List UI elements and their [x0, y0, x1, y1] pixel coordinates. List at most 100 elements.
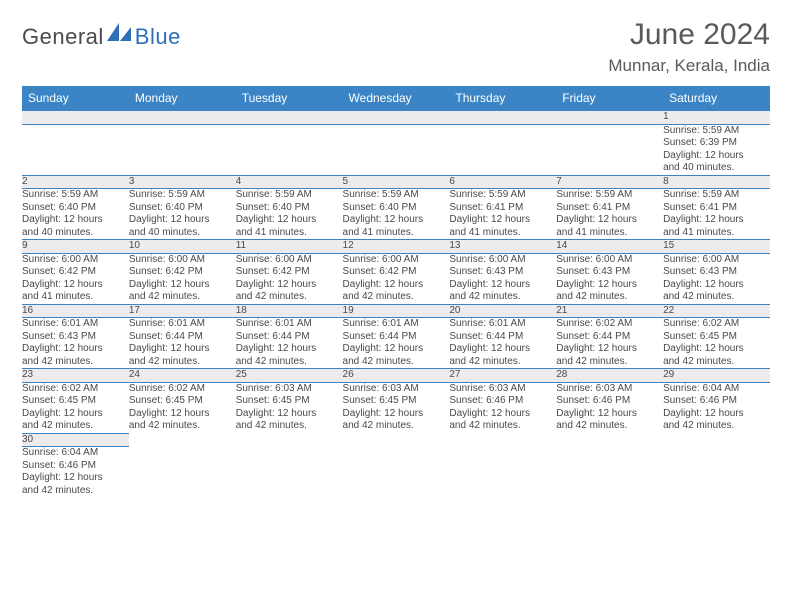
day-ss: Sunset: 6:44 PM — [449, 331, 556, 344]
day-dl2: and 42 minutes. — [663, 291, 770, 304]
day-dl1: Daylight: 12 hours — [236, 408, 343, 421]
day-number-cell: 10 — [129, 240, 236, 254]
day-dl2: and 40 minutes. — [663, 162, 770, 175]
day-number-row: 1 — [22, 111, 770, 125]
day-ss: Sunset: 6:39 PM — [663, 137, 770, 150]
day-details-cell — [449, 447, 556, 498]
sail-icon — [107, 21, 133, 41]
day-number-cell: 19 — [343, 304, 450, 318]
day-sr: Sunrise: 5:59 AM — [22, 189, 129, 202]
day-ss: Sunset: 6:40 PM — [22, 202, 129, 215]
day-number-cell: 9 — [22, 240, 129, 254]
day-sr: Sunrise: 5:59 AM — [236, 189, 343, 202]
day-number-cell: 14 — [556, 240, 663, 254]
day-number-cell: 24 — [129, 369, 236, 383]
day-dl1: Daylight: 12 hours — [343, 214, 450, 227]
day-details-cell: Sunrise: 6:03 AMSunset: 6:46 PMDaylight:… — [556, 382, 663, 433]
day-sr: Sunrise: 6:03 AM — [236, 383, 343, 396]
day-ss: Sunset: 6:44 PM — [556, 331, 663, 344]
day-dl2: and 41 minutes. — [449, 227, 556, 240]
day-details-cell — [129, 447, 236, 498]
day-sr: Sunrise: 6:03 AM — [449, 383, 556, 396]
day-dl1: Daylight: 12 hours — [556, 343, 663, 356]
day-sr: Sunrise: 5:59 AM — [343, 189, 450, 202]
day-details-cell: Sunrise: 6:00 AMSunset: 6:42 PMDaylight:… — [22, 253, 129, 304]
day-ss: Sunset: 6:41 PM — [663, 202, 770, 215]
day-dl2: and 40 minutes. — [129, 227, 236, 240]
day-dl1: Daylight: 12 hours — [449, 279, 556, 292]
day-details-cell — [236, 447, 343, 498]
day-sr: Sunrise: 6:01 AM — [22, 318, 129, 331]
day-ss: Sunset: 6:43 PM — [22, 331, 129, 344]
day-number-cell: 7 — [556, 175, 663, 189]
day-dl2: and 42 minutes. — [343, 420, 450, 433]
day-details-cell: Sunrise: 5:59 AMSunset: 6:41 PMDaylight:… — [449, 189, 556, 240]
day-dl1: Daylight: 12 hours — [22, 279, 129, 292]
day-ss: Sunset: 6:40 PM — [129, 202, 236, 215]
day-dl2: and 42 minutes. — [663, 356, 770, 369]
day-dl2: and 42 minutes. — [449, 356, 556, 369]
day-dl1: Daylight: 12 hours — [236, 214, 343, 227]
day-sr: Sunrise: 6:00 AM — [663, 254, 770, 267]
day-details-cell: Sunrise: 5:59 AMSunset: 6:41 PMDaylight:… — [556, 189, 663, 240]
day-ss: Sunset: 6:42 PM — [129, 266, 236, 279]
day-ss: Sunset: 6:41 PM — [449, 202, 556, 215]
day-number-cell — [663, 433, 770, 447]
day-ss: Sunset: 6:43 PM — [556, 266, 663, 279]
day-details-cell: Sunrise: 6:02 AMSunset: 6:45 PMDaylight:… — [22, 382, 129, 433]
page-title: June 2024 — [608, 18, 770, 52]
weekday-header: Saturday — [663, 86, 770, 111]
day-ss: Sunset: 6:42 PM — [343, 266, 450, 279]
day-details-cell: Sunrise: 6:02 AMSunset: 6:45 PMDaylight:… — [129, 382, 236, 433]
day-ss: Sunset: 6:46 PM — [22, 460, 129, 473]
day-ss: Sunset: 6:46 PM — [556, 395, 663, 408]
day-sr: Sunrise: 5:59 AM — [129, 189, 236, 202]
day-details-cell: Sunrise: 6:02 AMSunset: 6:45 PMDaylight:… — [663, 318, 770, 369]
day-details-cell: Sunrise: 6:01 AMSunset: 6:44 PMDaylight:… — [236, 318, 343, 369]
day-sr: Sunrise: 6:00 AM — [22, 254, 129, 267]
day-details-cell: Sunrise: 6:01 AMSunset: 6:44 PMDaylight:… — [343, 318, 450, 369]
day-details-row: Sunrise: 5:59 AMSunset: 6:39 PMDaylight:… — [22, 124, 770, 175]
day-details-cell: Sunrise: 5:59 AMSunset: 6:41 PMDaylight:… — [663, 189, 770, 240]
day-ss: Sunset: 6:44 PM — [236, 331, 343, 344]
day-dl2: and 41 minutes. — [556, 227, 663, 240]
day-dl1: Daylight: 12 hours — [663, 279, 770, 292]
day-number-cell: 2 — [22, 175, 129, 189]
day-ss: Sunset: 6:44 PM — [129, 331, 236, 344]
day-number-cell: 21 — [556, 304, 663, 318]
day-details-cell: Sunrise: 6:03 AMSunset: 6:45 PMDaylight:… — [343, 382, 450, 433]
day-sr: Sunrise: 5:59 AM — [663, 189, 770, 202]
day-ss: Sunset: 6:46 PM — [449, 395, 556, 408]
brand-logo: General Blue — [22, 24, 181, 50]
day-number-cell: 16 — [22, 304, 129, 318]
brand-text-1: General — [22, 24, 104, 50]
day-dl2: and 40 minutes. — [22, 227, 129, 240]
day-ss: Sunset: 6:46 PM — [663, 395, 770, 408]
weekday-header: Tuesday — [236, 86, 343, 111]
day-dl1: Daylight: 12 hours — [663, 408, 770, 421]
day-ss: Sunset: 6:42 PM — [22, 266, 129, 279]
day-details-cell: Sunrise: 6:00 AMSunset: 6:43 PMDaylight:… — [449, 253, 556, 304]
day-number-cell: 15 — [663, 240, 770, 254]
day-dl2: and 42 minutes. — [343, 291, 450, 304]
day-details-cell: Sunrise: 6:00 AMSunset: 6:42 PMDaylight:… — [343, 253, 450, 304]
day-number-row: 30 — [22, 433, 770, 447]
day-dl1: Daylight: 12 hours — [343, 343, 450, 356]
day-dl2: and 42 minutes. — [343, 356, 450, 369]
day-number-cell: 26 — [343, 369, 450, 383]
day-number-cell — [236, 433, 343, 447]
day-details-cell: Sunrise: 5:59 AMSunset: 6:39 PMDaylight:… — [663, 124, 770, 175]
day-number-cell: 29 — [663, 369, 770, 383]
day-details-cell: Sunrise: 5:59 AMSunset: 6:40 PMDaylight:… — [129, 189, 236, 240]
day-dl1: Daylight: 12 hours — [449, 343, 556, 356]
day-dl2: and 42 minutes. — [236, 291, 343, 304]
day-details-row: Sunrise: 6:02 AMSunset: 6:45 PMDaylight:… — [22, 382, 770, 433]
day-dl1: Daylight: 12 hours — [343, 279, 450, 292]
day-details-row: Sunrise: 6:01 AMSunset: 6:43 PM Daylight:… — [22, 318, 770, 369]
day-dl2: and 41 minutes. — [663, 227, 770, 240]
day-details-row: Sunrise: 6:00 AMSunset: 6:42 PMDaylight:… — [22, 253, 770, 304]
day-ss: Sunset: 6:45 PM — [343, 395, 450, 408]
day-ss: Sunset: 6:40 PM — [343, 202, 450, 215]
day-ss: Sunset: 6:41 PM — [556, 202, 663, 215]
day-details-cell — [343, 124, 450, 175]
